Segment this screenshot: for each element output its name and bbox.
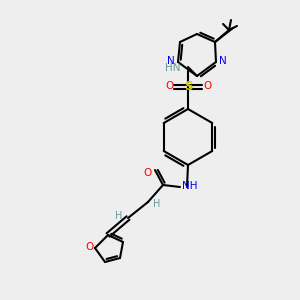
Text: S: S	[184, 80, 192, 94]
Text: HN: HN	[164, 63, 180, 73]
Text: O: O	[165, 81, 173, 91]
Text: NH: NH	[182, 181, 197, 191]
Text: O: O	[86, 242, 94, 252]
Text: O: O	[203, 81, 211, 91]
Text: O: O	[143, 168, 151, 178]
Text: H: H	[115, 211, 123, 221]
Text: H: H	[153, 199, 161, 209]
Text: N: N	[167, 56, 175, 66]
Text: N: N	[219, 56, 227, 66]
